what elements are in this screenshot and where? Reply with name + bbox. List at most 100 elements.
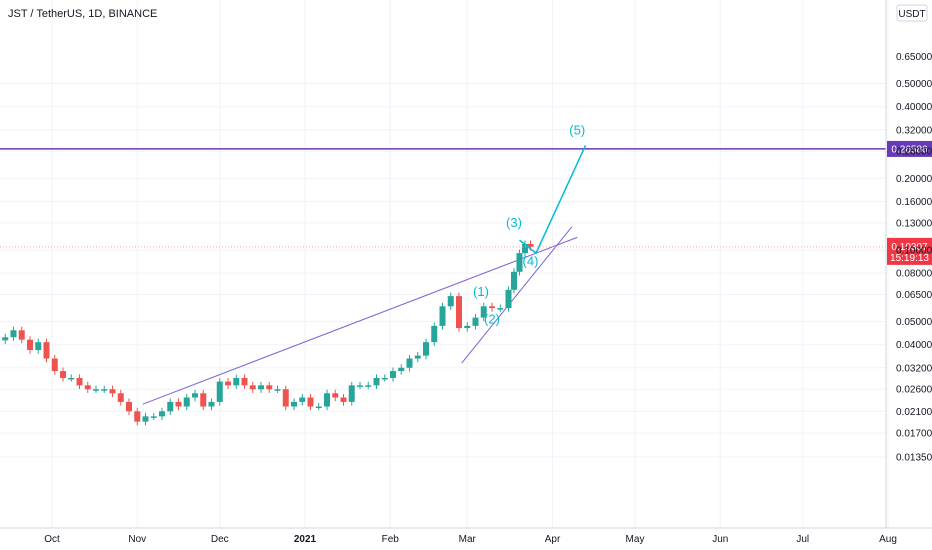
price-tick-label: 0.04000 (896, 340, 932, 351)
candle-body (51, 358, 58, 372)
candle-body (381, 377, 388, 380)
time-tick-label: Jun (712, 534, 728, 545)
candle-body (2, 337, 9, 341)
price-tick-label: 0.20000 (896, 174, 932, 185)
price-tick-label: 0.32000 (896, 125, 932, 136)
candle-body (216, 381, 223, 402)
candle-body (274, 389, 281, 391)
candle-body (414, 355, 421, 359)
price-tick-label: 0.03200 (896, 363, 932, 374)
candle-body (142, 416, 149, 422)
candle-body (291, 401, 297, 407)
candle-body (332, 393, 339, 398)
time-tick-label: Mar (459, 534, 477, 545)
price-tick-label: 0.16000 (896, 197, 932, 208)
price-tick-label: 0.10000 (896, 246, 932, 257)
candle-body (464, 325, 471, 329)
candle-body (109, 389, 116, 394)
elliott-wave-label: (2) (484, 312, 500, 327)
candle-body (167, 401, 174, 412)
candle-body (43, 342, 50, 359)
currency-button[interactable]: USDT (896, 4, 928, 22)
candle-body (431, 325, 438, 343)
candle-body (522, 243, 528, 254)
candle-body (10, 330, 17, 338)
time-tick-label: Dec (211, 534, 229, 545)
symbol-title: JST / TetherUS, 1D, BINANCE (8, 8, 157, 20)
candle-body (357, 385, 363, 387)
time-tick-label: Aug (879, 534, 897, 545)
candle-body (282, 389, 289, 407)
price-tick-label: 0.65000 (896, 52, 932, 63)
candle-body (390, 371, 396, 378)
price-tick-label: 0.06500 (896, 290, 932, 301)
price-tick-label: 0.26000 (896, 147, 932, 158)
candle-body (200, 393, 207, 407)
candle-body (241, 377, 248, 386)
bar-countdown-text: 15:19:13 (890, 253, 929, 264)
candle-body (134, 411, 141, 422)
candle-body (472, 317, 479, 326)
candle-body (249, 385, 256, 390)
candle-body (516, 253, 523, 272)
candle-body (456, 296, 462, 329)
level-price-text: 0.26586 (891, 144, 928, 155)
elliott-wave-label: (5) (569, 123, 585, 138)
candle-body (340, 397, 347, 402)
candle-body (18, 330, 25, 340)
time-tick-label: Apr (545, 534, 561, 545)
candle-body (423, 342, 429, 356)
currency-button-label[interactable]: USDT (898, 9, 925, 20)
candle-body (497, 308, 504, 310)
time-tick-label: Feb (382, 534, 400, 545)
elliott-wave-label: (1) (473, 284, 489, 299)
candles (2, 240, 534, 426)
candle-body (447, 296, 454, 307)
candle-body (348, 385, 355, 402)
price-tick-label: 0.50000 (896, 79, 932, 90)
price-tick-label: 0.01350 (896, 452, 932, 463)
candle-body (406, 358, 413, 368)
elliott-wave-label: (4) (523, 254, 539, 269)
price-tick-label: 0.01700 (896, 429, 932, 440)
candle-body (68, 377, 75, 380)
time-tick-label: May (626, 534, 645, 545)
lower-trendline (461, 226, 573, 364)
elliott-wave-label: (3) (506, 215, 522, 230)
candle-body (315, 406, 322, 409)
candle-body (373, 377, 380, 386)
candle-body (258, 385, 264, 390)
candle-body (527, 243, 534, 247)
candle-body (307, 397, 314, 407)
candle-body (93, 389, 99, 391)
candle-body (266, 385, 273, 390)
candle-body (489, 306, 495, 309)
elliott-projection-path (519, 145, 587, 255)
candle-body (101, 389, 108, 391)
candle-body (365, 385, 372, 387)
candle-body (27, 339, 33, 351)
grid (0, 0, 889, 528)
candle-body (76, 377, 83, 386)
price-tick-label: 0.13000 (896, 218, 932, 229)
candle-body (192, 393, 198, 398)
candle-body (84, 385, 91, 390)
price-tick-label: 0.40000 (896, 102, 932, 113)
candle-body (299, 397, 306, 402)
candle-body (117, 393, 124, 402)
time-tick-label: Jul (796, 534, 809, 545)
candle-body (233, 377, 240, 386)
candle-body (398, 367, 405, 372)
candle-body (60, 371, 66, 378)
price-tick-label: 0.02600 (896, 385, 932, 396)
candle-body (150, 416, 157, 418)
time-tick-label: Nov (128, 534, 146, 545)
candle-body (480, 306, 487, 318)
currency-button-frame[interactable] (896, 4, 928, 22)
time-tick-label: 2021 (294, 534, 317, 545)
